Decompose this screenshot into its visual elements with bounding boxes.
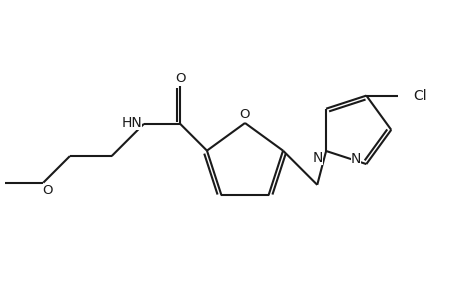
Text: Cl: Cl	[412, 88, 426, 103]
Text: N: N	[312, 151, 322, 165]
Text: O: O	[42, 184, 52, 197]
Text: O: O	[239, 107, 250, 121]
Text: N: N	[350, 152, 361, 166]
Text: HN: HN	[121, 116, 142, 130]
Text: O: O	[174, 72, 185, 85]
